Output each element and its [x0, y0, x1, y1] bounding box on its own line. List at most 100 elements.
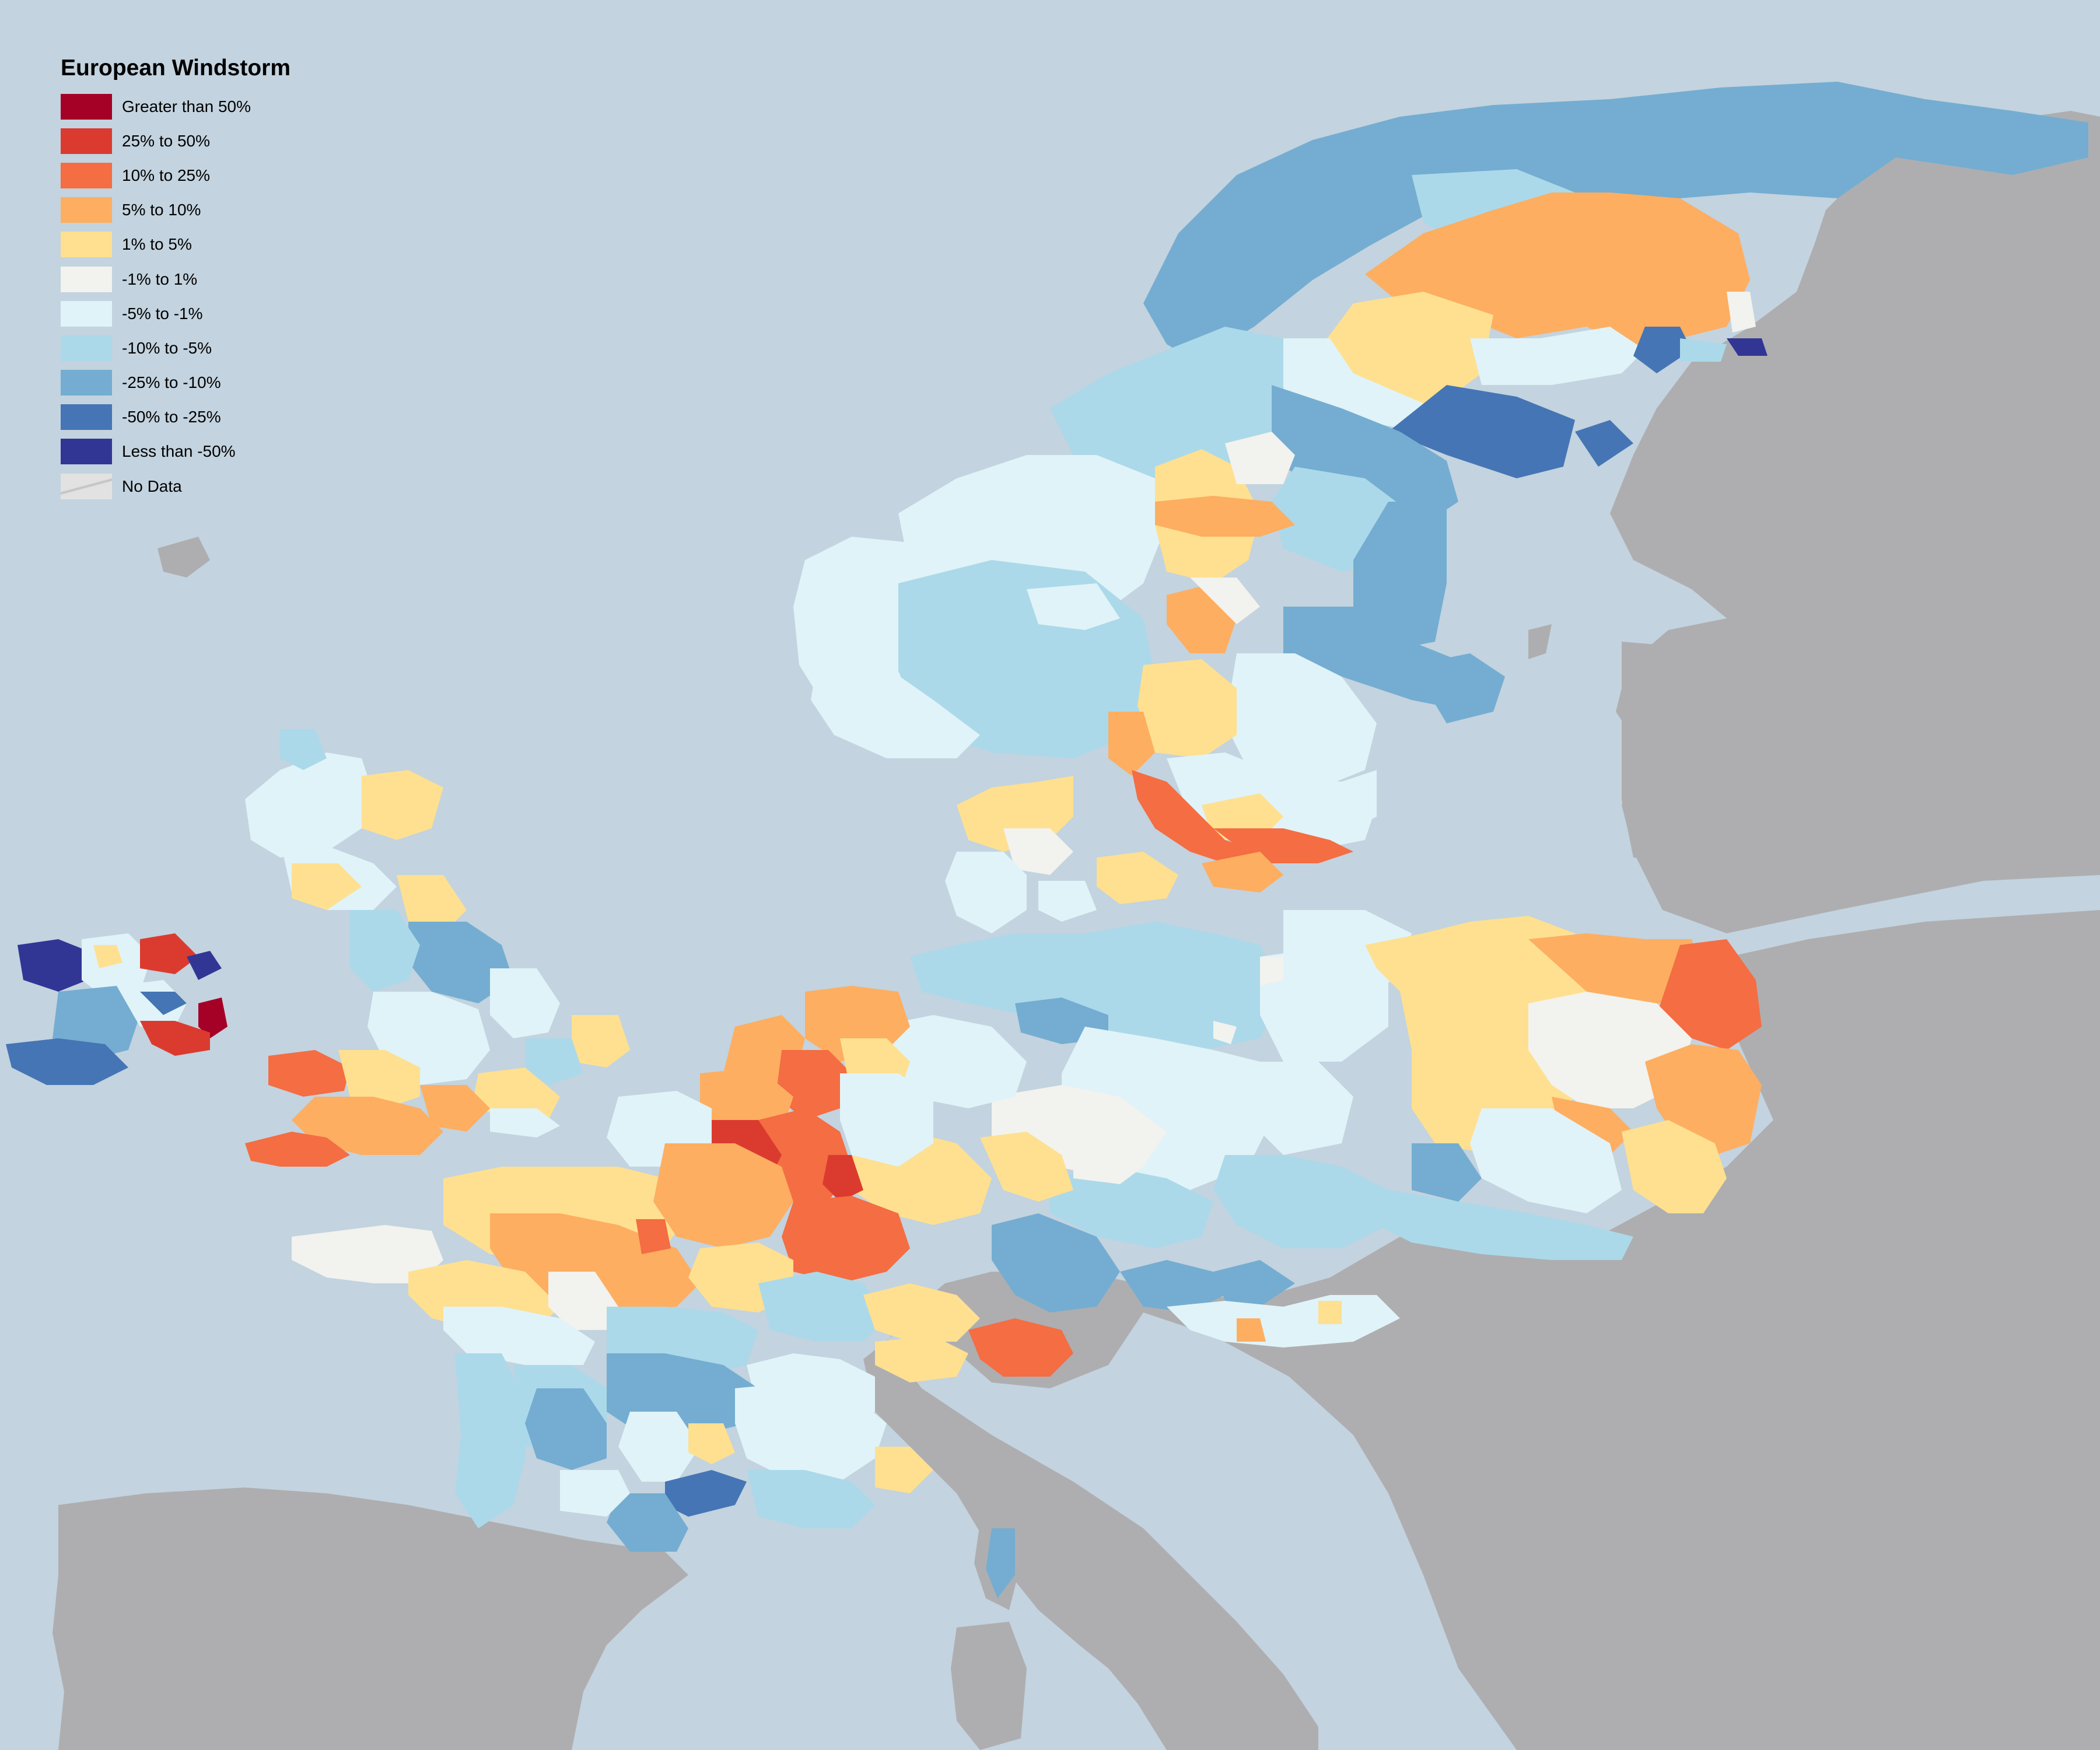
legend-swatch: [61, 197, 112, 223]
region-finland-white: [1727, 292, 1756, 332]
region-finland-blue: [1633, 327, 1692, 373]
legend-swatch: [61, 439, 112, 465]
region-sweden-kalmar-light: [1342, 770, 1377, 828]
region-sweden-central-white: [1190, 578, 1260, 624]
legend-item: Greater than 50%: [52, 89, 290, 124]
map-title: European Windstorm: [61, 55, 290, 80]
legend-item: No Data: [52, 469, 290, 503]
region-norway-north-coast: [1143, 82, 2088, 362]
region-poland-pomerania-white: [1260, 957, 1283, 986]
region-scotland-aberdeen: [362, 770, 443, 840]
region-poland-east-red: [1657, 939, 1762, 1050]
region-scotland-north: [245, 752, 373, 858]
region-germany-rhine-light: [840, 1073, 933, 1167]
region-sweden-south-orange: [1202, 852, 1283, 892]
legend-label: 5% to 10%: [122, 201, 201, 219]
legend-swatch: [61, 232, 112, 258]
legend-swatch: [61, 162, 112, 188]
legend-item: 25% to 50%: [52, 124, 290, 158]
region-france-midi-yellow: [688, 1423, 735, 1464]
region-switzerland-yellow: [875, 1336, 968, 1382]
region-austria-yellow: [1318, 1301, 1342, 1324]
region-ireland-northeast-yellow: [93, 945, 123, 968]
region-netherlands-red: [776, 1050, 852, 1120]
region-czech-light: [1213, 1155, 1388, 1248]
region-france-rhone-alpes-light: [735, 1382, 887, 1482]
region-ireland-north-red: [140, 933, 198, 974]
region-cornwall-red: [245, 1132, 350, 1167]
region-norway-oslofjord: [1027, 583, 1120, 630]
legend-items: Greater than 50% 25% to 50% 10% to 25% 5% t…: [52, 89, 290, 503]
legend-item: Less than -50%: [52, 435, 290, 469]
region-poland-south-blue: [1412, 1143, 1482, 1202]
region-poland-carpathian-light: [1377, 1190, 1633, 1260]
estonia-latvia-land: [1622, 642, 1779, 863]
legend-swatch: [61, 370, 112, 396]
region-sweden-east-coast-dark: [1575, 420, 1633, 467]
region-germany-hanover-white: [1213, 1021, 1237, 1044]
region-germany-bavaria-white: [1073, 1143, 1143, 1184]
legend-item: 5% to 10%: [52, 193, 290, 228]
sardinia-land: [951, 1622, 1027, 1750]
region-wales-yellow: [338, 1050, 420, 1108]
region-denmark-mid-jutland-white: [1003, 828, 1073, 875]
region-england-east-yellow: [572, 1015, 630, 1068]
legend-label: 10% to 25%: [122, 166, 210, 184]
region-sweden-vasterbotten-light: [1470, 327, 1645, 385]
region-sweden-skane-red: [1132, 770, 1260, 863]
legend-label: -50% to -25%: [122, 408, 221, 426]
legend: European Windstorm Greater than 50% 25% t…: [52, 55, 290, 503]
region-finland-darkblue: [1727, 338, 1768, 356]
region-sweden-vasterbotten-blue: [1388, 385, 1575, 478]
region-germany-bavaria-blue: [992, 1213, 1120, 1312]
region-germany-bavaria-yellow: [980, 1132, 1073, 1202]
region-france-aquitaine-light: [455, 1353, 525, 1528]
region-sweden-north-medium: [1272, 385, 1458, 525]
region-france-languedoc-blue: [665, 1470, 747, 1517]
legend-swatch: [61, 128, 112, 154]
region-france-pyrenees-light: [560, 1470, 630, 1517]
region-ireland-east-darkred: [198, 998, 228, 1038]
region-sweden-central-light: [1225, 653, 1377, 793]
region-france-center-light: [443, 1307, 595, 1365]
region-england-south-yellow: [473, 1068, 560, 1120]
region-ireland-northwest-dark: [18, 939, 88, 992]
region-wales-red: [268, 1050, 350, 1097]
region-england-east-light: [525, 1038, 583, 1085]
region-sweden-white-north: [1225, 432, 1295, 484]
legend-item: -1% to 1%: [52, 262, 290, 296]
gotland-land: [1528, 624, 1552, 659]
region-germany-bavaria-east-blue: [1120, 1260, 1225, 1312]
region-poland-west-light: [1248, 1062, 1353, 1155]
region-switzerland-red: [968, 1318, 1073, 1377]
legend-label: -10% to -5%: [122, 338, 212, 357]
region-poland-south-east-yellow: [1622, 1120, 1727, 1213]
region-denmark-jutland-light: [945, 852, 1027, 933]
legend-swatch: [61, 473, 112, 499]
region-france-loire-red: [636, 1219, 671, 1254]
legend-item: -50% to -25%: [52, 400, 290, 435]
region-france-paris-orange: [653, 1143, 793, 1248]
legend-label: No Data: [122, 477, 182, 495]
legend-label: Greater than 50%: [122, 97, 251, 116]
region-england-south-orange: [420, 1085, 490, 1132]
region-france-limousin-light: [618, 1412, 700, 1482]
region-norway-south: [811, 659, 980, 758]
region-poland-central-yellow: [1365, 916, 1587, 1155]
region-scotland-highlands: [280, 729, 327, 770]
region-belgium-darkred: [822, 1155, 863, 1202]
region-france-southwest-blue: [525, 1388, 607, 1470]
legend-item: 1% to 5%: [52, 228, 290, 262]
region-sweden-stockholm: [1412, 653, 1505, 723]
region-england-north-blue: [408, 922, 513, 1003]
legend-item: -10% to -5%: [52, 331, 290, 365]
region-france-pyrenees-blue: [607, 1493, 688, 1552]
region-england-north-yellow: [397, 875, 467, 933]
iberia-land: [52, 1488, 688, 1750]
legend-label: -5% to -1%: [122, 304, 203, 323]
region-france-med-light: [747, 1470, 875, 1528]
region-germany-franconia-light: [1050, 1167, 1213, 1248]
region-france-center-white: [548, 1272, 618, 1330]
legend-swatch: [61, 93, 112, 120]
land-grey: [52, 108, 2100, 1750]
